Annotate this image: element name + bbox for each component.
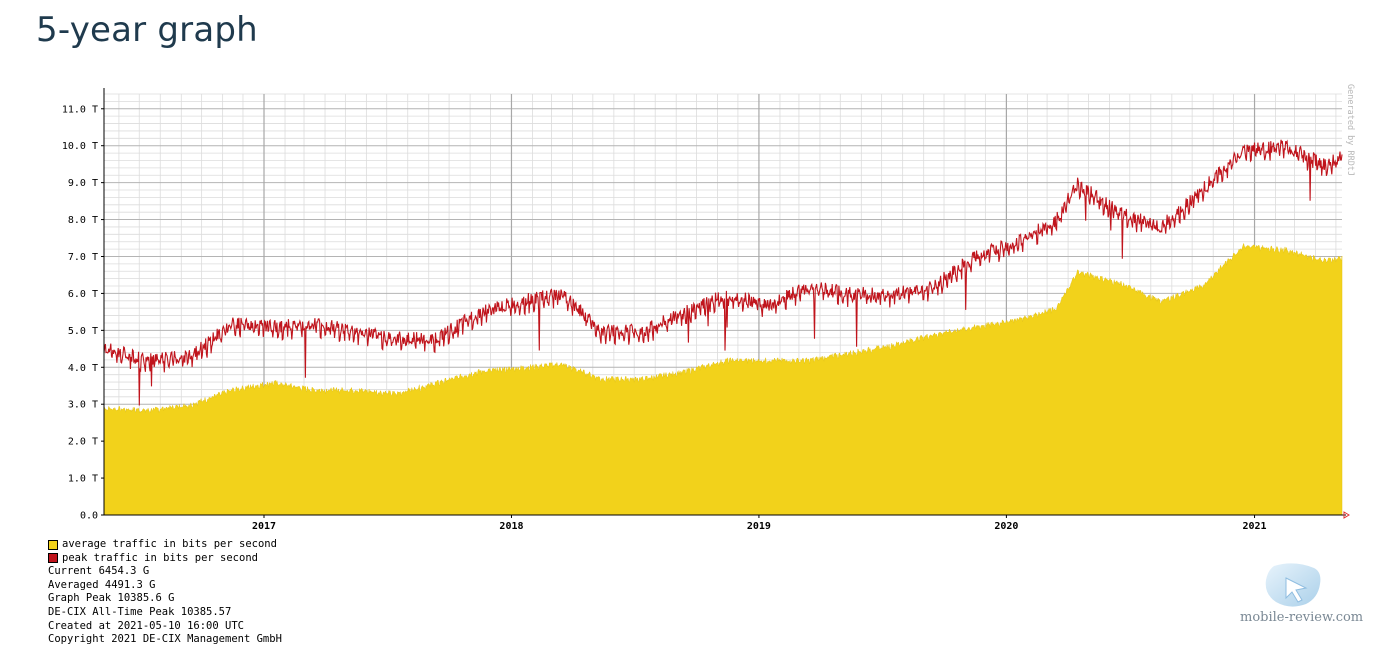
- stat-averaged: Averaged 4491.3 G: [48, 578, 156, 591]
- x-tick-label: 2019: [747, 521, 771, 530]
- y-tick-labels: 0.0 1.0 T 2.0 T 3.0 T 4.0 T 5.0 T 6.0 T 7.0 T 8.…: [62, 104, 104, 522]
- peak-traffic-line: [103, 139, 1343, 406]
- y-tick-label: 7.0 T: [68, 252, 98, 263]
- x-tick-label: 2021: [1242, 521, 1266, 530]
- peak-traffic-path: [103, 139, 1343, 406]
- stat-created-at: Created at 2021-05-10 16:00 UTC: [48, 619, 244, 632]
- legend-item-peak: peak traffic in bits per second: [48, 552, 282, 566]
- y-tick-label: 11.0 T: [62, 104, 98, 115]
- y-tick-label: 8.0 T: [68, 215, 98, 226]
- traffic-chart: 0.0 1.0 T 2.0 T 3.0 T 4.0 T 5.0 T 6.0 T 7.0 T 8.…: [62, 84, 1355, 530]
- stat-current: Current 6454.3 G: [48, 565, 150, 578]
- x-tick-label: 2017: [252, 521, 276, 530]
- y-tick-label: 0.0: [80, 511, 98, 522]
- peak-swatch: [48, 553, 58, 564]
- x-tick-labels: 2017 2018 2019 2020 2021: [252, 515, 1267, 530]
- stat-alltime-peak: DE-CIX All-Time Peak 10385.57: [48, 605, 232, 618]
- mobile-review-logo-icon: [1265, 563, 1321, 607]
- legend-item-average: average traffic in bits per second: [48, 538, 282, 552]
- legend-label-peak: peak traffic in bits per second: [62, 551, 258, 564]
- generated-by-label: Generated by RRDtJ: [1345, 84, 1355, 176]
- x-tick-label: 2020: [994, 521, 1018, 530]
- y-tick-label: 9.0 T: [68, 178, 98, 189]
- average-traffic-fill: [103, 242, 1343, 516]
- average-traffic-area: [103, 242, 1343, 516]
- stat-graph-peak: Graph Peak 10385.6 G: [48, 592, 175, 605]
- x-axis-arrow-icon: [1343, 511, 1350, 519]
- page-title: 5-year graph: [36, 10, 258, 50]
- watermark-text: mobile-review.com: [1240, 610, 1364, 625]
- y-tick-label: 2.0 T: [68, 437, 98, 448]
- stat-copyright: Copyright 2021 DE-CIX Management GmbH: [48, 633, 282, 646]
- legend-label-average: average traffic in bits per second: [62, 538, 277, 550]
- y-tick-label: 10.0 T: [62, 141, 98, 152]
- y-tick-label: 5.0 T: [68, 326, 98, 337]
- legend: average traffic in bits per second peak …: [48, 538, 282, 647]
- y-tick-label: 1.0 T: [68, 474, 98, 485]
- y-tick-label: 3.0 T: [68, 400, 98, 411]
- axes: [103, 88, 1350, 519]
- average-swatch: [48, 539, 58, 550]
- x-tick-label: 2018: [499, 521, 523, 530]
- y-tick-label: 4.0 T: [68, 363, 98, 374]
- y-tick-label: 6.0 T: [68, 289, 98, 300]
